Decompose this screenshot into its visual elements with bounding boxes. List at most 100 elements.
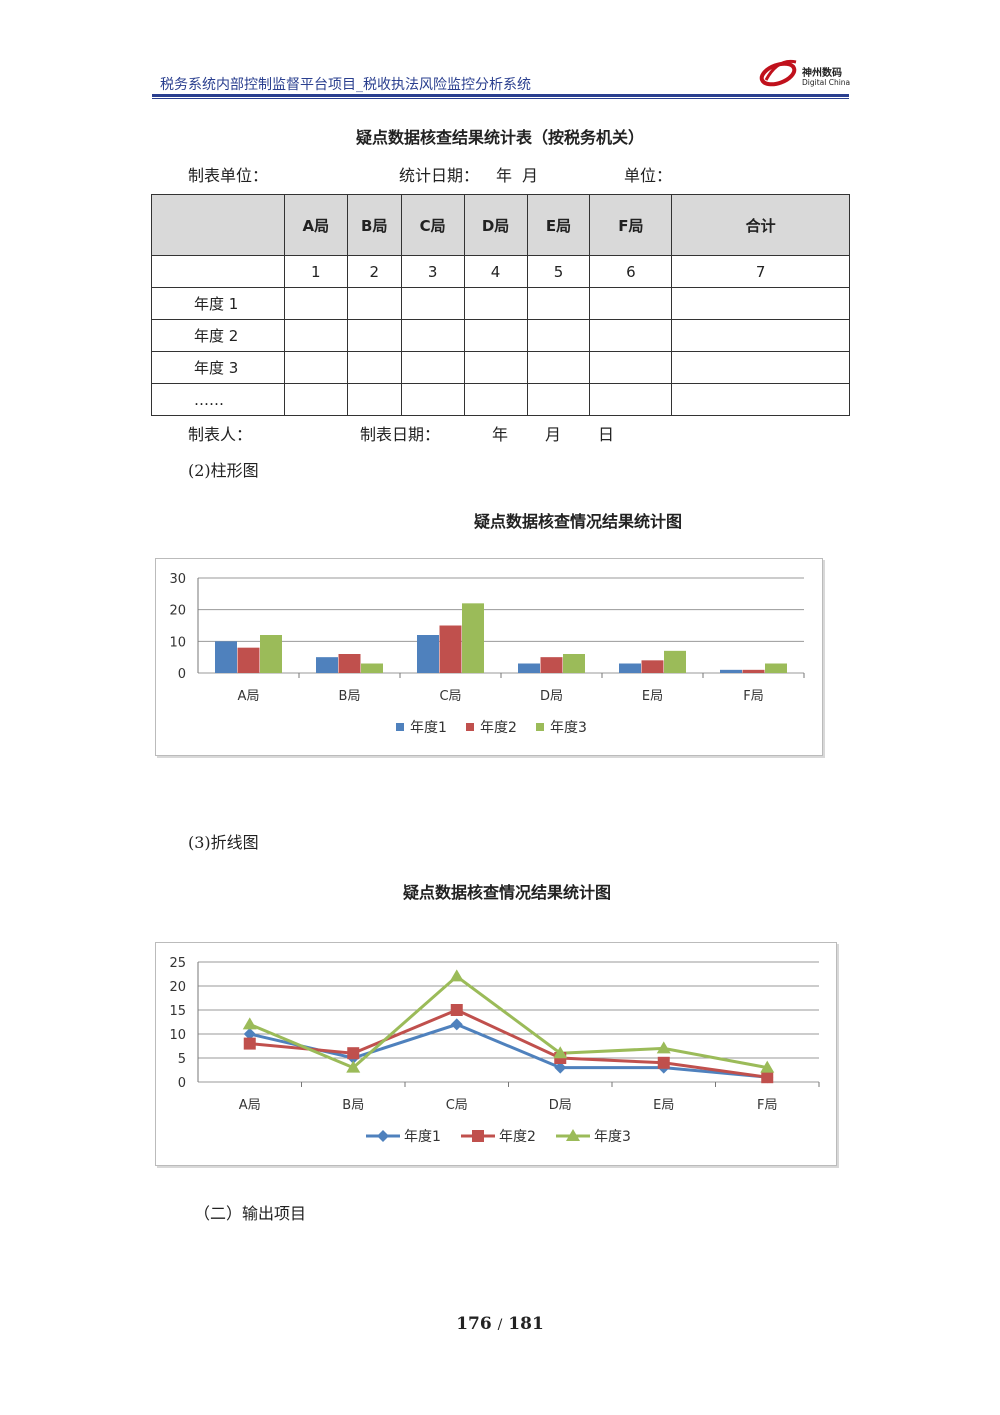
bar-年度1 (619, 663, 641, 673)
point-年度1 (554, 1061, 567, 1074)
bar-年度2 (540, 657, 563, 673)
table-date-year: 年 (496, 166, 513, 185)
bar-年度3 (664, 650, 686, 673)
point-年度3 (449, 969, 464, 982)
table-cell (526, 383, 591, 416)
series-line-年度1 (249, 1022, 768, 1079)
bar-chart-frame: 0 10 20 30 A局 B局 C局 D局 E局 F局 年度1 年度2 年度3 (155, 558, 823, 756)
table-row-label: 年度 3 (151, 351, 285, 384)
table-cell (526, 287, 591, 320)
table-cell (589, 287, 673, 320)
legend-swatch (466, 723, 474, 731)
legend-label: 年度3 (550, 720, 587, 736)
table-cell (526, 351, 591, 384)
table-make-date-month: 月 (545, 425, 562, 444)
line-chart-title: 疑点数据核查情况结果统计图 (403, 883, 612, 902)
point-年度3 (656, 1041, 671, 1054)
header-rule-thick (152, 94, 849, 97)
page-number: 176 / 181 (0, 1314, 1000, 1334)
table-cell (283, 383, 348, 416)
logo-text-cn: 神州数码 (802, 68, 842, 79)
point-年度1 (243, 1028, 256, 1040)
table-cell: 4 (463, 255, 528, 288)
bar-年度1 (215, 641, 237, 673)
point-年度3 (760, 1060, 775, 1073)
table-cell (400, 383, 465, 416)
x-tick-label: E局 (653, 1098, 674, 1113)
point-年度2 (761, 1071, 774, 1084)
table-cell (400, 351, 465, 384)
table-row-label: 年度 1 (151, 287, 285, 320)
x-tick-label: B局 (339, 689, 361, 704)
table-cell: 2 (346, 255, 402, 288)
x-tick-label: C局 (446, 1098, 468, 1113)
x-tick-label: B局 (342, 1098, 364, 1113)
y-tick-label: 20 (169, 980, 186, 995)
bar-年度3 (563, 654, 585, 673)
table-cell (283, 351, 348, 384)
legend-label: 年度2 (499, 1129, 536, 1145)
statistics-table: A局 B局 C局 D局 E局 F局 合计 1 2 3 4 5 6 7 年度 1 … (151, 194, 850, 416)
table-cell (346, 383, 402, 416)
bar-年度2 (439, 625, 462, 673)
table-number-row: 1 2 3 4 5 6 7 (151, 255, 850, 288)
digital-china-logo (759, 59, 797, 87)
page-separator: / (497, 1317, 503, 1333)
table-make-date-day: 日 (598, 425, 615, 444)
page-total: 181 (508, 1314, 544, 1334)
table-cell: 6 (589, 255, 673, 288)
table-cell (151, 255, 285, 288)
bar-年度2 (742, 669, 765, 673)
table-header-cell: E局 (526, 194, 591, 256)
table-row: 年度 1 (151, 287, 850, 320)
bar-年度1 (518, 663, 540, 673)
table-unit2-label: 单位： (624, 166, 673, 185)
x-tick-label: F局 (743, 689, 763, 704)
point-年度3 (346, 1060, 361, 1073)
y-tick-label: 5 (178, 1052, 186, 1067)
bar-年度3 (361, 663, 383, 673)
table-cell (589, 319, 673, 352)
output-section-label: （二）输出项目 (194, 1204, 307, 1223)
line-chart-frame: 0 5 10 15 20 25 A局 B局 C局 D局 E局 F局 年度1 年度2 年度3 (155, 942, 837, 1166)
document-header-title: 税务系统内部控制监督平台项目_税收执法风险监控分析系统 (160, 77, 531, 93)
bar-年度2 (641, 660, 664, 673)
table-cell (589, 383, 673, 416)
table-header-cell: B局 (346, 194, 402, 256)
table-cell (671, 383, 850, 416)
bar-年度1 (316, 657, 338, 673)
legend-marker (377, 1130, 389, 1142)
bar-年度3 (260, 635, 282, 673)
legend-label: 年度1 (404, 1129, 441, 1145)
table-row-label: …… (151, 383, 285, 416)
table-cell: 1 (283, 255, 348, 288)
bar-年度3 (462, 603, 484, 673)
legend-swatch (396, 723, 404, 731)
x-tick-label: C局 (439, 689, 461, 704)
point-年度2 (347, 1047, 360, 1060)
table-header-cell: A局 (283, 194, 348, 256)
table-row: 年度 3 (151, 351, 850, 384)
table-cell: 5 (526, 255, 591, 288)
table-cell (283, 319, 348, 352)
legend-swatch (536, 723, 544, 731)
table-cell: 7 (671, 255, 850, 288)
legend-label: 年度3 (594, 1129, 631, 1145)
y-tick-label: 10 (169, 1028, 186, 1043)
table-make-date-year: 年 (492, 425, 509, 444)
series-line-年度2 (249, 1008, 768, 1079)
point-年度2 (450, 1004, 463, 1016)
table-date-label: 统计日期： (399, 166, 480, 185)
y-tick-label: 10 (169, 635, 186, 650)
x-tick-label: E局 (642, 689, 663, 704)
table-make-date-label: 制表日期： (360, 425, 441, 444)
point-年度3 (242, 1017, 257, 1030)
table-cell (463, 287, 528, 320)
table-cell (463, 351, 528, 384)
table-title: 疑点数据核查结果统计表（按税务机关） (355, 128, 644, 147)
legend-label: 年度2 (480, 720, 517, 736)
table-row: …… (151, 383, 850, 416)
table-cell (671, 351, 850, 384)
